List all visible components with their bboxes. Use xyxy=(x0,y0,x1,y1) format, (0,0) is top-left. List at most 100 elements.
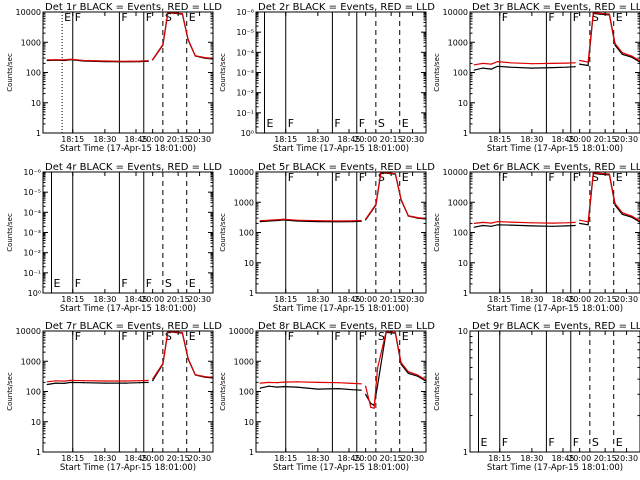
plot-frame xyxy=(469,11,640,134)
data-point xyxy=(259,382,261,384)
data-point xyxy=(579,63,581,65)
y-tick-label: 1000 xyxy=(448,198,468,207)
data-point xyxy=(70,379,72,381)
y-axis-label: Counts/sec xyxy=(433,53,441,92)
event-marker-label: F xyxy=(502,436,508,449)
x-tick-label: 20:30 xyxy=(401,454,424,463)
x-tick-label: 18:45 xyxy=(124,454,147,463)
event-marker-label: F xyxy=(288,330,294,343)
y-tick-label: 1000 xyxy=(234,198,254,207)
data-point xyxy=(631,55,633,57)
x-tick-label: 18:45 xyxy=(337,295,360,304)
data-point xyxy=(579,219,581,221)
event-marker-label: F xyxy=(146,11,152,24)
data-point xyxy=(276,219,278,221)
data-point xyxy=(417,217,419,219)
event-marker-label: E xyxy=(189,277,196,290)
y-tick-label: 1 xyxy=(249,289,254,298)
data-point xyxy=(565,225,567,227)
series-line-lld xyxy=(474,60,576,66)
y-tick-label: 10⁻² xyxy=(23,249,41,258)
data-point xyxy=(338,388,340,390)
data-point xyxy=(276,386,278,388)
x-tick-label: 18:45 xyxy=(124,135,147,144)
data-point xyxy=(194,374,196,376)
data-point xyxy=(407,372,409,374)
plot-frame xyxy=(42,330,214,453)
y-tick-label: 10000 xyxy=(443,8,468,17)
event-marker-label: F xyxy=(121,277,127,290)
x-tick-label: 18:45 xyxy=(551,135,574,144)
data-point xyxy=(531,63,533,65)
series-line-lld xyxy=(47,379,149,383)
event-marker-label: F xyxy=(573,11,579,24)
panel-title: Det 3r BLACK = Events, RED = LLD xyxy=(472,2,640,13)
x-tick-label: 18:45 xyxy=(337,135,360,144)
event-marker-label: F xyxy=(75,11,81,24)
x-axis-label: Start Time (17-Apr-15 18:01:00) xyxy=(273,304,409,314)
event-marker-label: F xyxy=(146,277,152,290)
data-point xyxy=(187,357,189,359)
data-point xyxy=(552,225,554,227)
data-point xyxy=(497,65,499,67)
data-point xyxy=(608,173,611,175)
x-tick-label: 18:45 xyxy=(337,454,360,463)
data-point xyxy=(531,222,533,224)
data-point xyxy=(509,224,512,226)
event-marker-label: S xyxy=(165,277,172,290)
x-tick-label: 20:15 xyxy=(167,295,190,304)
x-tick-label: 20:15 xyxy=(594,454,617,463)
series-line-lld xyxy=(365,171,427,220)
x-tick-label: 18:30 xyxy=(93,135,116,144)
panel-title: Det 1r BLACK = Events, RED = LLD xyxy=(45,2,222,13)
data-point xyxy=(377,367,379,369)
data-point xyxy=(125,60,127,62)
x-axis-label: Start Time (17-Apr-15 18:01:00) xyxy=(60,304,196,314)
y-tick-label: 10⁻⁵ xyxy=(236,28,254,37)
data-point xyxy=(187,38,189,40)
data-point xyxy=(295,386,298,388)
event-marker-label: F xyxy=(121,330,127,343)
data-point xyxy=(283,218,285,220)
event-marker-label: F xyxy=(548,11,554,24)
event-marker-label: F xyxy=(288,117,294,130)
event-marker-label: F xyxy=(548,436,554,449)
x-tick-label: 20:30 xyxy=(188,454,211,463)
event-marker-label: F xyxy=(548,171,554,184)
data-point xyxy=(152,378,154,380)
data-point xyxy=(360,383,362,385)
x-tick-label: 20:30 xyxy=(615,295,638,304)
data-point xyxy=(268,219,270,221)
data-point xyxy=(574,62,576,64)
data-point xyxy=(351,389,353,391)
data-point xyxy=(295,381,298,383)
data-point xyxy=(46,381,48,383)
y-axis-label: Counts/sec xyxy=(219,372,227,411)
series-line-lld xyxy=(365,331,427,409)
y-tick-label: 10000 xyxy=(229,327,254,336)
y-axis-label: Counts/sec xyxy=(219,53,227,92)
data-point xyxy=(295,219,298,221)
y-axis-label: Counts/sec xyxy=(219,213,227,252)
y-tick-label: 100 xyxy=(453,229,468,238)
panel-title: Det 9r BLACK = Events, RED = LLD xyxy=(472,321,640,332)
x-tick-label: 18:15 xyxy=(61,454,84,463)
x-tick-label: 20:15 xyxy=(594,135,617,144)
y-tick-label: 1 xyxy=(463,289,468,298)
event-marker-label: F xyxy=(288,171,294,184)
event-marker-label: S xyxy=(592,11,599,24)
data-point xyxy=(360,219,362,222)
data-point xyxy=(162,43,164,46)
data-point xyxy=(174,12,176,14)
plot-frame xyxy=(469,330,640,453)
y-tick-label: 10 xyxy=(244,259,254,268)
plot-frame xyxy=(255,11,427,134)
data-point xyxy=(70,58,72,60)
data-point xyxy=(181,332,183,334)
plot-frame xyxy=(255,330,427,453)
data-point xyxy=(377,384,379,386)
data-point xyxy=(587,221,589,223)
series-line-lld xyxy=(260,381,362,385)
